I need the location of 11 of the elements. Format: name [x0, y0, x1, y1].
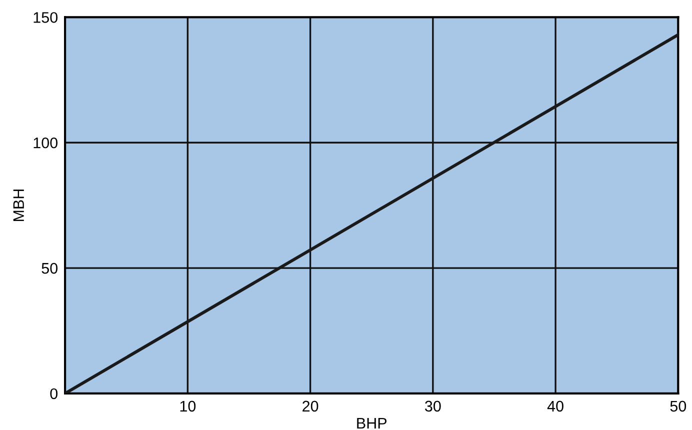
x-tick-label: 40	[547, 400, 564, 412]
x-axis-title: BHP	[357, 418, 387, 428]
y-tick-label: 50	[42, 262, 58, 274]
y-tick-label: 100	[34, 137, 58, 148]
x-tick-label: 50	[670, 400, 686, 412]
x-tick-label: 30	[425, 400, 441, 412]
x-tick-label: 10	[180, 400, 196, 412]
y-axis-title: MBH	[13, 190, 24, 222]
y-tick-label: 150	[34, 12, 58, 23]
x-tick-label: 20	[302, 400, 318, 412]
y-tick-label: 0	[50, 388, 58, 400]
